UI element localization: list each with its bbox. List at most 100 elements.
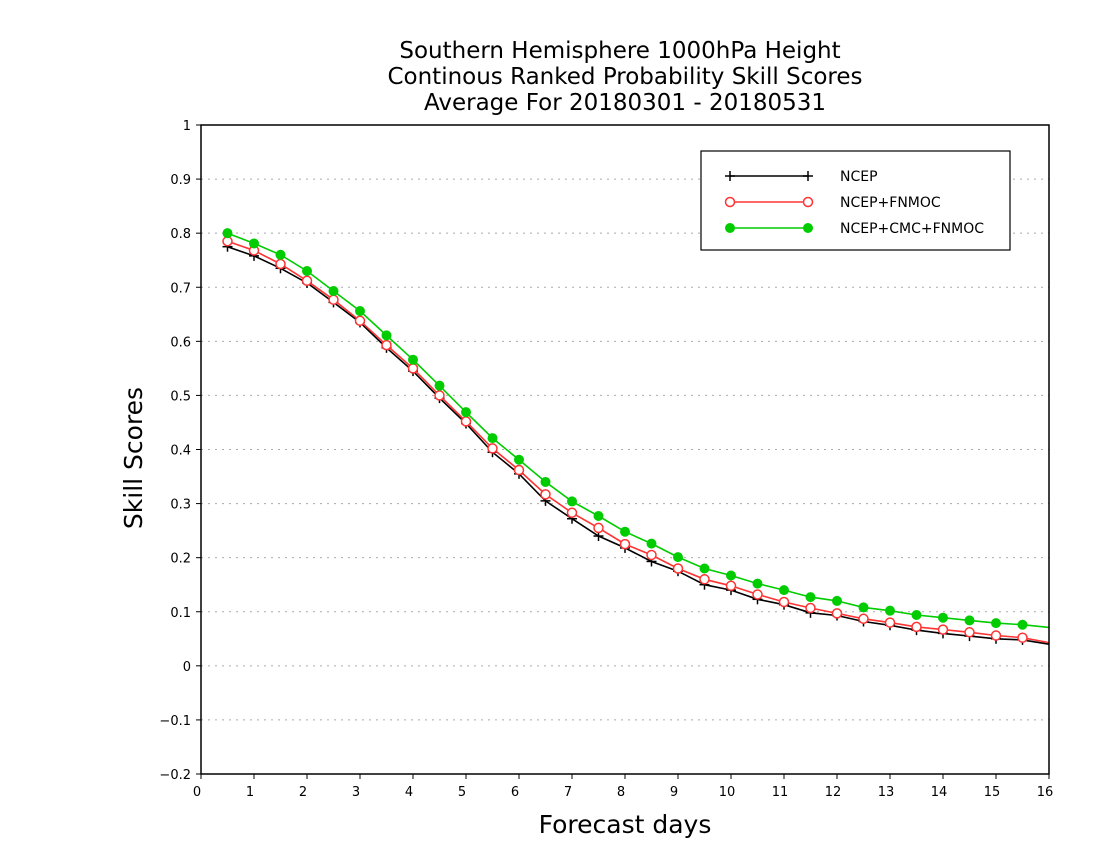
data-point-open-circle [275,258,286,270]
x-axis-label: Forecast days [539,810,712,839]
x-tick-label: 2 [299,785,307,800]
x-tick-label: 9 [670,785,678,800]
legend-label: NCEP+FNMOC [840,195,941,211]
data-point-open-circle [858,613,869,625]
x-tick-label: 14 [931,785,948,800]
data-point-filled-circle [408,354,418,365]
data-point-open-circle [407,363,419,374]
series-ncep [222,241,1050,645]
data-point-open-circle [381,339,392,351]
y-tick-label: 0.9 [170,173,191,188]
data-point-open-circle [460,416,472,427]
data-point-filled-circle [673,552,683,563]
data-point-filled-circle [725,223,735,233]
data-point-open-circle [1017,632,1028,643]
chart-title-line-1: Southern Hemisphere 1000hPa Height [399,38,840,64]
data-point-open-circle [805,602,816,614]
data-point-filled-circle [249,238,259,249]
data-point-filled-circle [885,605,895,616]
data-point-filled-circle [699,563,710,574]
data-point-open-circle [672,563,684,574]
chart-title-line-2: Continous Ranked Probability Skill Score… [387,64,862,90]
data-point-open-circle [593,522,604,534]
data-point-filled-circle [461,407,471,418]
data-point-filled-circle [593,511,604,522]
data-point-plus [725,171,735,181]
data-point-filled-circle [434,380,445,391]
x-axis-ticks: 0 1 2 3 4 5 6 7 8 9 10 11 12 13 14 15 16 [193,774,1053,800]
data-series [222,228,1050,645]
data-point-filled-circle [328,286,339,297]
series-line [227,232,1050,629]
series-line [227,245,1050,645]
data-point-filled-circle [752,578,763,589]
data-point-open-circle [301,275,313,287]
x-tick-label: 13 [878,785,895,800]
data-point-open-circle [646,549,657,561]
data-point-open-circle [540,489,551,500]
data-point-filled-circle [620,526,630,537]
data-point-open-circle [566,507,578,519]
x-tick-label: 15 [984,785,1001,800]
x-tick-label: 7 [564,785,572,800]
legend-label: NCEP [840,169,878,185]
y-tick-label: 0.2 [170,552,191,567]
x-tick-label: 0 [193,785,201,800]
data-point-filled-circle [964,615,975,626]
data-point-filled-circle [275,249,286,260]
y-tick-label: 0.6 [170,335,191,350]
data-point-open-circle [990,630,1002,641]
x-tick-label: 16 [1037,785,1054,800]
legend: NCEP NCEP+FNMOC NCEP+CMC+FNMOC [700,150,1011,251]
data-point-filled-circle [805,592,816,603]
data-point-filled-circle [302,266,312,277]
data-point-open-circle [778,596,790,608]
series-line [227,240,1050,644]
legend-item: NCEP [725,169,878,185]
x-tick-label: 4 [405,785,413,800]
data-point-open-circle [724,196,736,208]
y-axis-label: Skill Scores [119,387,148,529]
data-point-open-circle [964,627,975,638]
x-tick-label: 5 [458,785,466,800]
data-point-open-circle [434,390,445,401]
data-point-filled-circle [514,454,524,465]
data-point-filled-circle [487,433,498,444]
data-point-open-circle [802,196,814,208]
x-tick-label: 6 [511,785,519,800]
data-point-open-circle [699,574,710,585]
legend-box [700,150,1011,251]
data-point-filled-circle [381,330,392,341]
data-point-filled-circle [911,609,922,620]
legend-label: NCEP+CMC+FNMOC [840,221,984,237]
data-point-open-circle [354,315,366,327]
y-tick-label: 0.3 [170,498,191,513]
series-ncep-fnmoc [222,236,1050,644]
data-point-open-circle [752,589,763,600]
legend-item: NCEP+CMC+FNMOC [725,221,984,237]
data-point-filled-circle [1017,619,1028,630]
y-tick-label: 0.7 [170,281,191,296]
data-point-filled-circle [222,228,233,239]
x-tick-label: 12 [825,785,842,800]
y-tick-label: 0 [183,660,191,675]
data-point-open-circle [884,617,896,628]
x-tick-label: 8 [617,785,625,800]
x-tick-label: 3 [352,785,360,800]
data-point-open-circle [513,464,525,476]
data-point-filled-circle [832,595,842,606]
x-tick-label: 10 [719,785,736,800]
x-tick-label: 1 [246,785,254,800]
gridlines [201,178,1049,721]
y-axis-ticks: −0.2 −0.1 0 0.1 0.2 0.3 0.4 0.5 0.6 0.7 0.8 0.9 1 [159,119,201,783]
data-point-filled-circle [726,570,736,581]
y-tick-label: 0.4 [170,444,191,459]
data-point-open-circle [911,621,922,633]
data-point-open-circle [937,624,949,635]
data-point-open-circle [328,294,339,305]
data-point-filled-circle [938,612,948,623]
y-tick-label: 0.8 [170,227,191,242]
x-tick-label: 11 [772,785,789,800]
